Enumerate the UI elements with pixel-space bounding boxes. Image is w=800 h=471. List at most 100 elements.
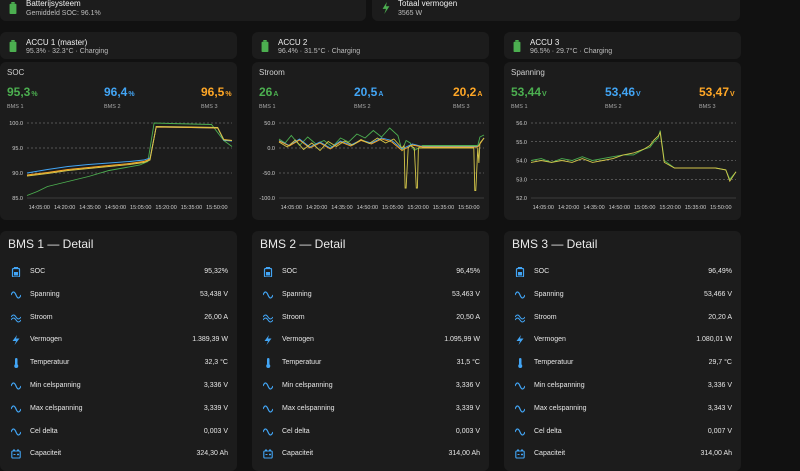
stat-value: 53,47 <box>699 85 730 99</box>
lightning-icon <box>382 2 390 14</box>
row-value: 0,007 V <box>707 427 732 435</box>
lightning-icon <box>12 335 20 346</box>
row-value: 3,343 V <box>707 404 732 412</box>
chart-card-soc: SOC 95,3% BMS 1 96,4% BMS 2 96,5% BMS 3 100… <box>0 62 237 220</box>
accu-card-3[interactable]: ACCU 3 96.5% · 29.7°C · Charging <box>504 32 741 59</box>
battery-icon <box>9 2 17 14</box>
series-line-0 <box>26 122 233 196</box>
row-label: Cel delta <box>282 427 310 435</box>
y-tick-label: 53.0 <box>516 177 527 183</box>
row-value: 95,32% <box>204 268 228 275</box>
accu-card-1[interactable]: ACCU 1 (master) 95.3% · 32.3°C · Chargin… <box>0 32 237 59</box>
row-value: 3,339 V <box>455 404 480 412</box>
detail-card-bms3: BMS 3 — Detail SOC 96,49% Spanning 53,466 V… <box>504 231 741 471</box>
spanning-chart: 56.0 55.0 54.0 53.0 52.0 14:05:00 14:20:00 14:3… <box>516 121 737 211</box>
detail-row-spanning[interactable]: Spanning 53,463 V <box>252 290 489 312</box>
detail-row-temperatuur[interactable]: Temperatuur 29,7 °C <box>504 358 741 380</box>
x-tick-label: 15:35:00 <box>433 205 454 211</box>
accu-title: ACCU 1 (master) <box>26 38 88 47</box>
y-tick-label: 95.0 <box>12 146 23 152</box>
stat-bms2: 96,4% BMS 2 <box>104 83 135 110</box>
row-value: 314,00 Ah <box>700 450 732 458</box>
row-label: Min celspanning <box>282 382 333 389</box>
detail-row-max-celspanning[interactable]: Max celspanning 3,339 V <box>0 404 237 426</box>
stat-bms2: 53,46V BMS 2 <box>605 83 641 110</box>
accu-card-2[interactable]: ACCU 2 96.4% · 31.5°C · Charging <box>252 32 489 59</box>
detail-row-capaciteit[interactable]: Capaciteit 314,00 Ah <box>504 449 741 471</box>
thermometer-icon <box>518 358 523 369</box>
x-tick-label: 15:35:00 <box>685 205 706 211</box>
detail-row-capaciteit[interactable]: Capaciteit 324,30 Ah <box>0 449 237 471</box>
stat-value: 53,46 <box>605 85 636 99</box>
chart-title: Spanning <box>511 68 545 77</box>
system-title: Batterijsysteem <box>26 0 81 8</box>
x-tick-label: 15:50:00 <box>710 205 731 211</box>
stat-label: BMS 1 <box>259 104 276 110</box>
row-label: Spanning <box>30 290 60 298</box>
detail-row-stroom[interactable]: Stroom 20,20 A <box>504 313 741 335</box>
accu-title: ACCU 3 <box>530 38 560 47</box>
series-line-1 <box>278 137 485 150</box>
series-line-1 <box>530 131 737 183</box>
row-value: 53,438 V <box>199 290 228 298</box>
detail-row-vermogen[interactable]: Vermogen 1.080,01 W <box>504 335 741 357</box>
row-value: 1.080,01 W <box>696 336 732 344</box>
detail-row-soc[interactable]: SOC 95,32% <box>0 267 237 289</box>
detail-row-cel-delta[interactable]: Cel delta 0,007 V <box>504 427 741 449</box>
y-tick-label: 56.0 <box>516 121 527 127</box>
row-value: 26,00 A <box>204 313 228 321</box>
detail-row-soc[interactable]: SOC 96,49% <box>504 267 741 289</box>
series-line-2 <box>278 137 485 152</box>
stat-bms2: 20,5A BMS 2 <box>354 83 383 110</box>
detail-row-temperatuur[interactable]: Temperatuur 31,5 °C <box>252 358 489 380</box>
x-tick-label: 15:05:00 <box>382 205 403 211</box>
sine-wave-icon <box>263 428 273 436</box>
x-tick-label: 14:35:00 <box>331 205 352 211</box>
row-value: 96,45% <box>456 268 480 275</box>
sine-wave-icon <box>515 382 525 390</box>
power-title: Totaal vermogen <box>398 0 458 8</box>
x-tick-label: 15:20:00 <box>407 205 428 211</box>
row-label: Cel delta <box>30 427 58 435</box>
detail-row-max-celspanning[interactable]: Max celspanning 3,339 V <box>252 404 489 426</box>
sine-wave-icon <box>263 405 273 413</box>
system-card[interactable]: Batterijsysteem Gemiddeld SOC: 96.1% <box>0 0 366 21</box>
detail-card-bms2: BMS 2 — Detail SOC 96,45% Spanning 53,463 V… <box>252 231 489 471</box>
x-tick-label: 15:35:00 <box>181 205 202 211</box>
detail-row-min-celspanning[interactable]: Min celspanning 3,336 V <box>504 381 741 403</box>
detail-row-capaciteit[interactable]: Capaciteit 314,00 Ah <box>252 449 489 471</box>
detail-row-soc[interactable]: SOC 96,45% <box>252 267 489 289</box>
stat-bms1: 53,44V BMS 1 <box>511 83 547 110</box>
row-label: Max celspanning <box>282 404 335 412</box>
detail-row-cel-delta[interactable]: Cel delta 0,003 V <box>252 427 489 449</box>
detail-row-vermogen[interactable]: Vermogen 1.389,39 W <box>0 335 237 357</box>
detail-row-vermogen[interactable]: Vermogen 1.095,99 W <box>252 335 489 357</box>
battery-capacity-icon <box>263 449 273 459</box>
detail-row-cel-delta[interactable]: Cel delta 0,003 V <box>0 427 237 449</box>
x-tick-label: 14:20:00 <box>558 205 579 211</box>
row-label: Vermogen <box>534 336 566 344</box>
row-label: Temperatuur <box>282 359 322 367</box>
detail-row-spanning[interactable]: Spanning 53,466 V <box>504 290 741 312</box>
detail-row-min-celspanning[interactable]: Min celspanning 3,336 V <box>0 381 237 403</box>
lightning-icon <box>516 335 524 346</box>
detail-row-stroom[interactable]: Stroom 20,50 A <box>252 313 489 335</box>
series-line-3 <box>278 137 485 191</box>
detail-row-temperatuur[interactable]: Temperatuur 32,3 °C <box>0 358 237 380</box>
row-label: Capaciteit <box>534 450 566 458</box>
detail-row-spanning[interactable]: Spanning 53,438 V <box>0 290 237 312</box>
power-card[interactable]: Totaal vermogen 3565 W <box>372 0 740 21</box>
detail-row-max-celspanning[interactable]: Max celspanning 3,343 V <box>504 404 741 426</box>
battery-charging-icon <box>513 40 521 52</box>
row-value: 3,336 V <box>707 382 732 389</box>
row-label: Stroom <box>30 313 53 321</box>
detail-row-stroom[interactable]: Stroom 26,00 A <box>0 313 237 335</box>
battery-icon <box>515 267 525 277</box>
row-value: 29,7 °C <box>708 359 732 367</box>
sine-wave-icon <box>11 291 21 299</box>
row-label: Spanning <box>282 290 312 298</box>
detail-row-min-celspanning[interactable]: Min celspanning 3,336 V <box>252 381 489 403</box>
stat-label: BMS 2 <box>354 104 371 110</box>
stat-label: BMS 2 <box>104 104 121 110</box>
stat-bms1: 26A BMS 1 <box>259 83 278 110</box>
